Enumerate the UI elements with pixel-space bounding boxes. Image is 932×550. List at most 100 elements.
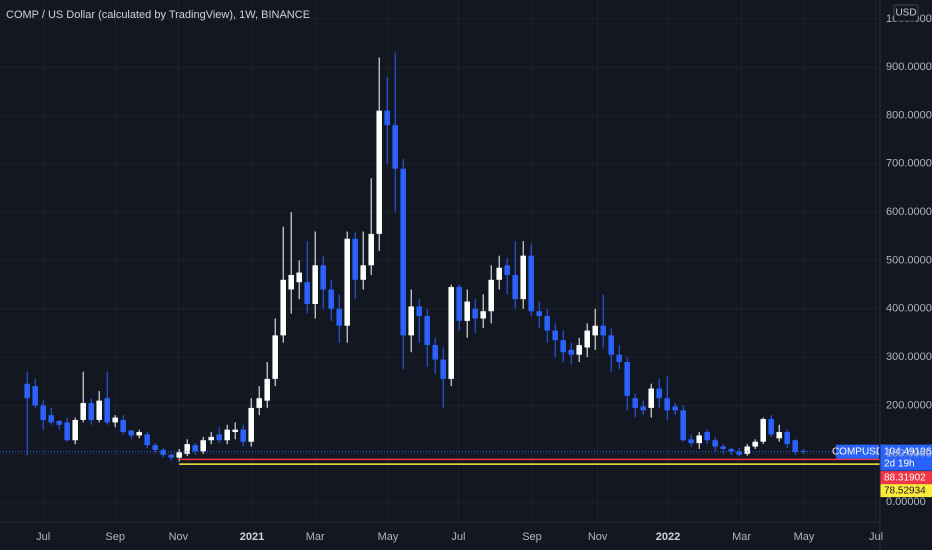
candle-body [504, 265, 510, 275]
candle-body [168, 454, 174, 458]
candle-body [40, 405, 46, 420]
countdown: 2d 19h [884, 458, 915, 469]
candle-body [600, 325, 606, 336]
x-tick-label: Sep [522, 531, 542, 543]
candle-body [416, 306, 422, 317]
candle-body [576, 345, 582, 355]
candle-body [368, 233, 374, 266]
level-tag-box [880, 484, 932, 498]
candle-body [616, 354, 622, 362]
candle-body [224, 429, 230, 441]
candle-body [88, 403, 94, 420]
y-tick-label: 900.00000 [886, 61, 932, 73]
candle-body [480, 311, 486, 319]
candle-body [784, 432, 790, 445]
candle-body [664, 398, 670, 411]
x-tick-label: Jul [36, 531, 50, 543]
candle-body [712, 440, 718, 447]
x-tick-label: Sep [105, 531, 125, 543]
candle-body [312, 265, 318, 304]
candle-body [336, 308, 342, 326]
y-tick-label: 200.00000 [886, 399, 932, 411]
candle-body [328, 289, 334, 309]
candle-body [752, 441, 758, 447]
candle-body [200, 440, 206, 452]
candle-body [256, 398, 262, 408]
candle-body [400, 168, 406, 336]
chart-title: COMP / US Dollar (calculated by TradingV… [6, 9, 310, 21]
candle-body [456, 287, 462, 321]
candle-body [544, 316, 550, 331]
candle-body [472, 308, 478, 319]
candle-body [640, 406, 646, 411]
candle-body [560, 340, 566, 353]
x-tick-label: May [378, 531, 399, 543]
candle-body [72, 419, 78, 441]
candle-body [320, 265, 326, 290]
y-tick-label: 0.00000 [886, 496, 926, 508]
candle-body [184, 444, 190, 454]
candle-body [648, 388, 654, 408]
candle-body [736, 451, 742, 455]
candle-body [128, 430, 134, 436]
y-tick-label: 600.00000 [886, 206, 932, 218]
candle-body [672, 406, 678, 411]
candle-body [280, 279, 286, 336]
candle-body [488, 279, 494, 312]
grid [0, 0, 880, 520]
level-tag: 88.31902 [884, 472, 926, 483]
x-tick-label: Nov [169, 531, 189, 543]
candle-body [104, 398, 110, 423]
candle-body [688, 439, 694, 444]
y-tick-label: 500.00000 [886, 254, 932, 266]
candle-body [536, 311, 542, 317]
candle-body [392, 125, 398, 169]
candle-body [696, 435, 702, 444]
candle-body [744, 446, 750, 454]
candle-body [776, 432, 782, 439]
x-tick-label: May [794, 531, 815, 543]
x-tick-label: Jul [869, 531, 883, 543]
candle-body [552, 330, 558, 341]
candle-body [264, 378, 270, 401]
candle-body [568, 349, 574, 355]
candle-body [248, 407, 254, 442]
candle-body [232, 429, 238, 433]
symbol-tag-box [836, 444, 879, 459]
symbol-tag: COMPUSD [832, 446, 883, 457]
candle-body [464, 301, 470, 321]
candle-body [32, 386, 38, 406]
candle-body [704, 432, 710, 441]
candle-body [592, 325, 598, 336]
candle-body [792, 440, 798, 452]
candle-body [352, 238, 358, 280]
candle-body [152, 445, 158, 450]
candle-body [512, 274, 518, 300]
candle-body [408, 306, 414, 336]
candle-body [376, 110, 382, 234]
x-tick-label: Mar [306, 531, 325, 543]
candle-body [208, 436, 214, 441]
y-tick-label: 400.00000 [886, 303, 932, 315]
candle-body [192, 445, 198, 452]
candle-body [160, 449, 166, 455]
x-tick-label: Mar [732, 531, 751, 543]
candle-body [216, 434, 222, 441]
candle-body [24, 383, 30, 399]
candle-body [272, 335, 278, 379]
level-tag: 78.52934 [884, 485, 926, 496]
x-tick-label: Nov [588, 531, 608, 543]
candle-body [448, 287, 454, 379]
y-tick-label: 300.00000 [886, 351, 932, 363]
candle-body [176, 452, 182, 458]
candle-body [528, 255, 534, 312]
candle-body [136, 432, 142, 436]
candle-body [496, 267, 502, 280]
y-tick-label: 700.00000 [886, 158, 932, 170]
candle-body [656, 388, 662, 399]
price-tag-box [880, 444, 932, 471]
candle-body [432, 345, 438, 360]
x-tick-label: 2021 [240, 531, 264, 543]
x-tick-label: 2022 [656, 531, 680, 543]
